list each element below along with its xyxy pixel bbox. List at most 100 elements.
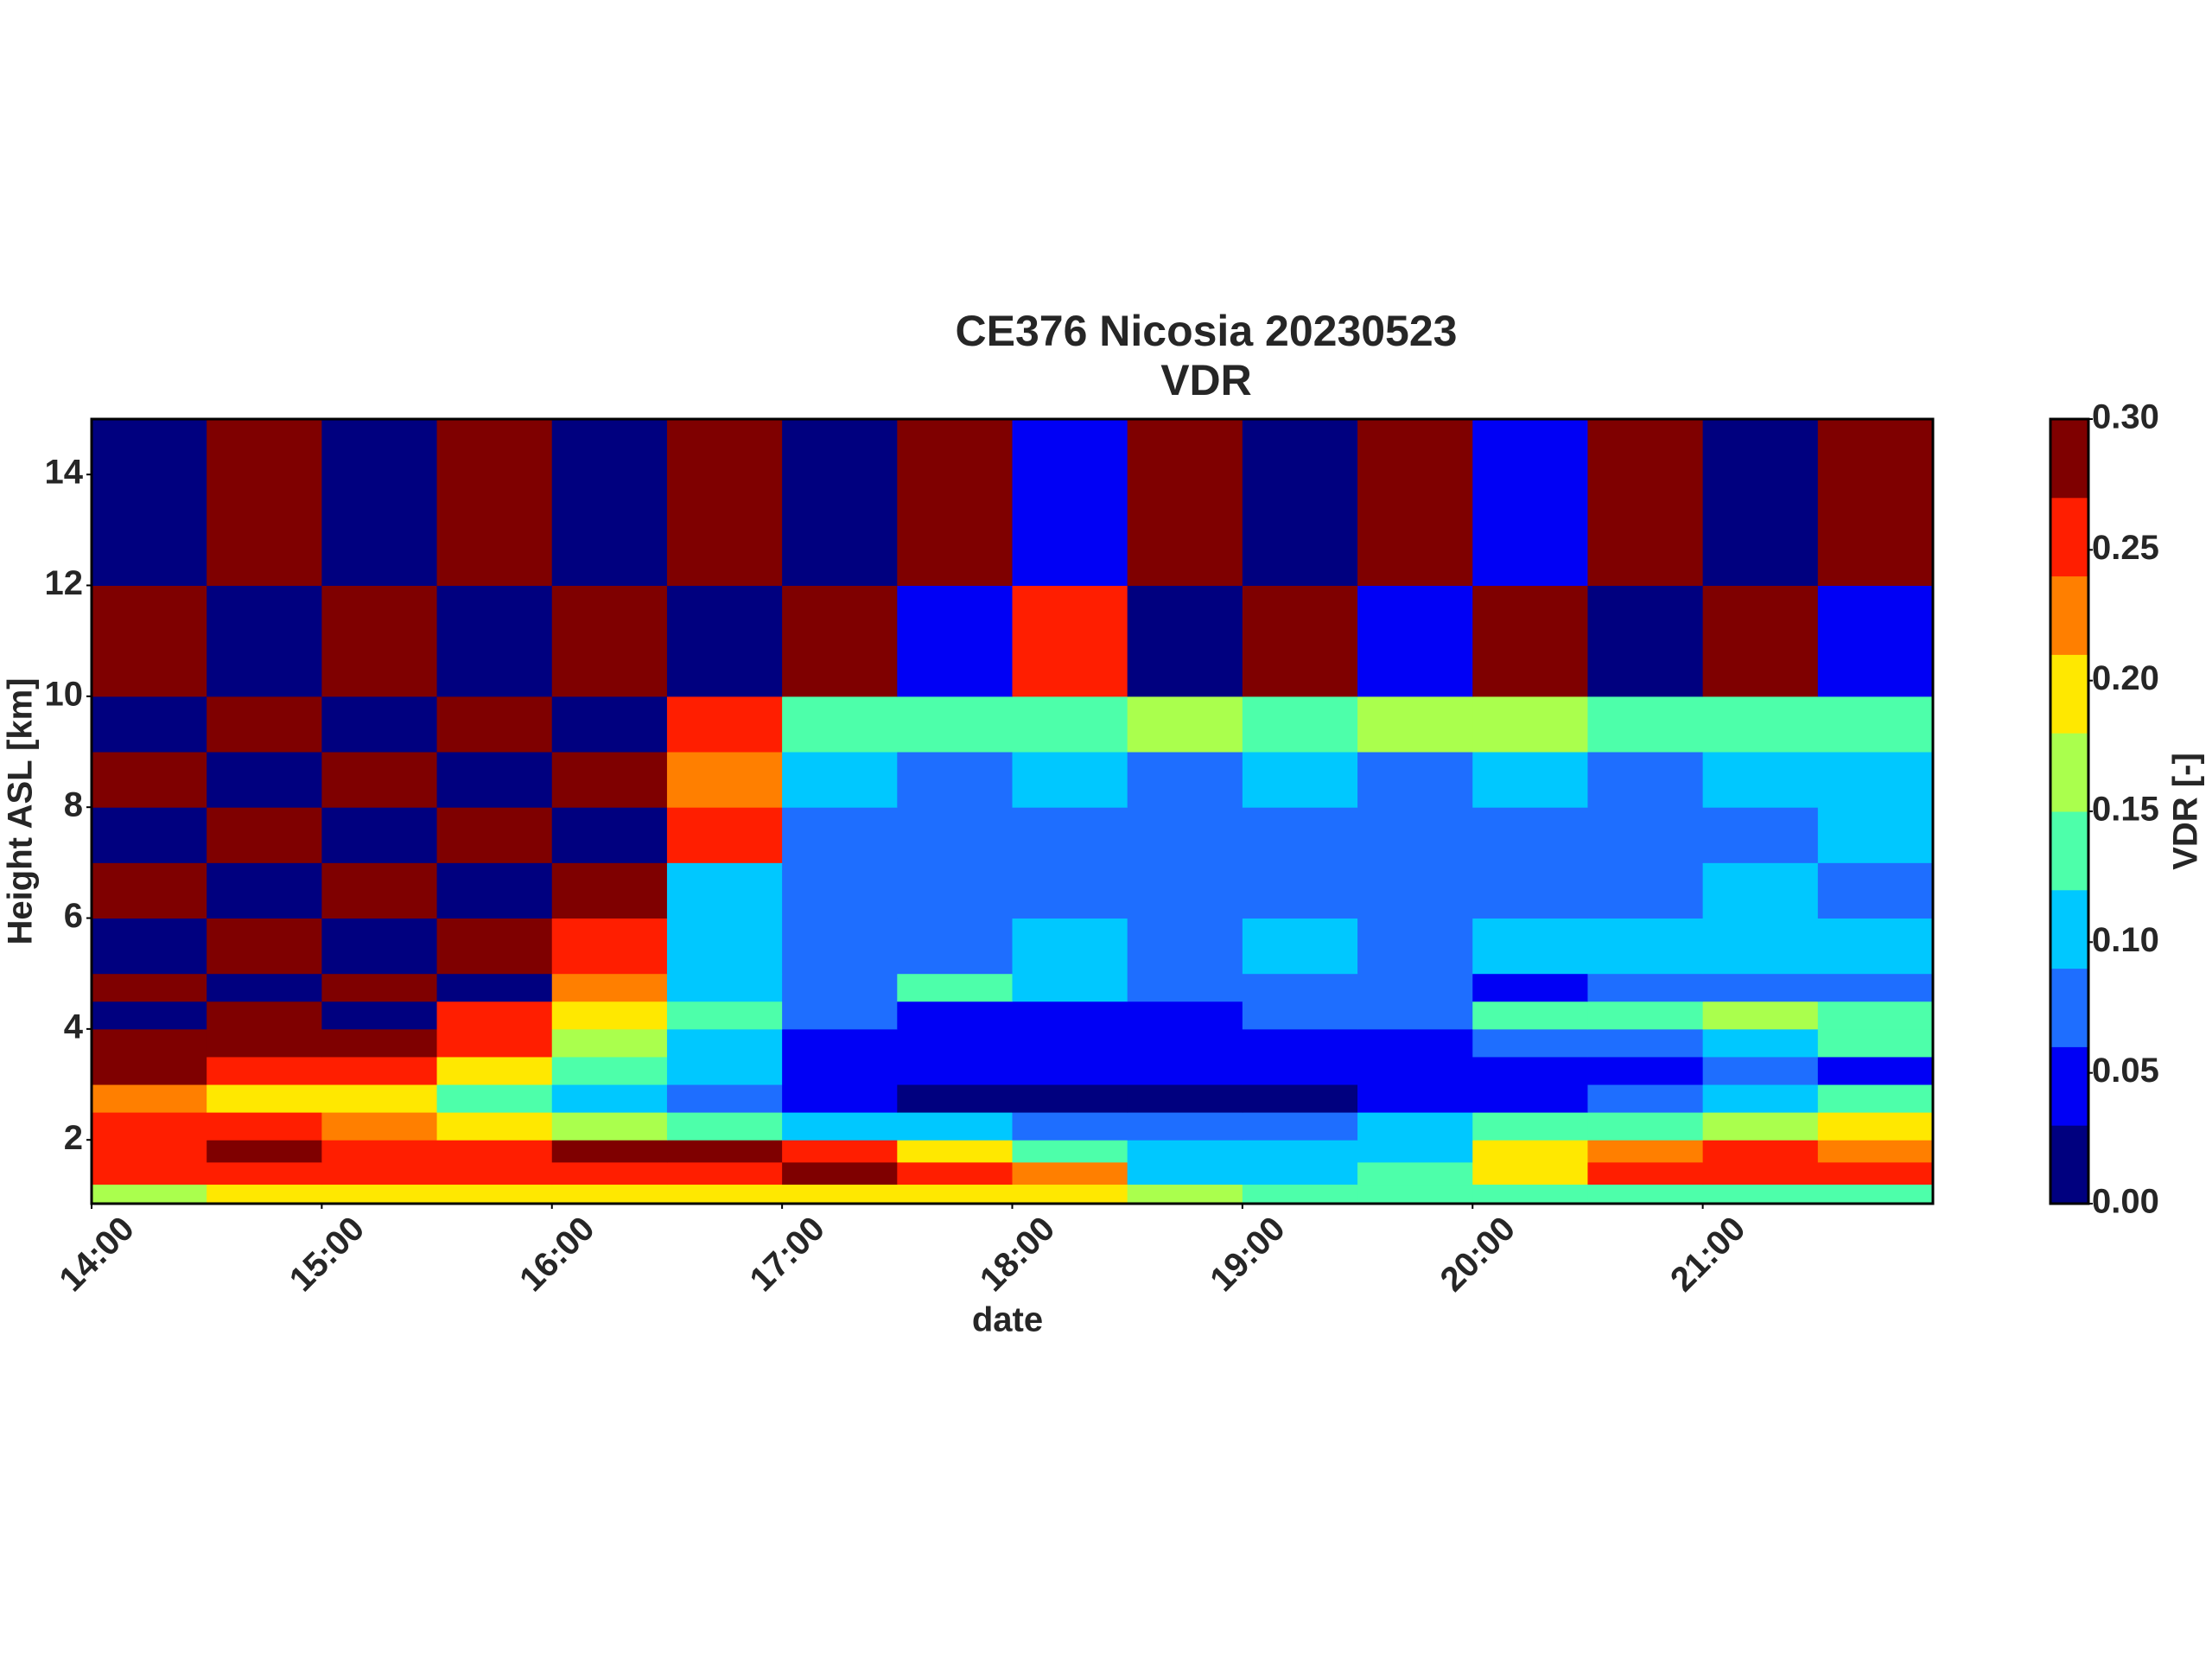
heatmap-cell: [1817, 973, 1934, 1002]
heatmap-cell: [1817, 1112, 1934, 1141]
heatmap-cell: [92, 862, 207, 919]
heatmap-cell: [436, 419, 553, 587]
heatmap-cell: [321, 1084, 438, 1113]
heatmap-cell: [1702, 1161, 1819, 1185]
colorbar-segment: [2050, 1046, 2088, 1126]
x-tick-label: 18:00: [973, 1210, 1062, 1299]
colorbar-tick-label: 0.00: [2092, 1183, 2159, 1221]
heatmap-cell: [1817, 1056, 1934, 1085]
heatmap-cell: [436, 1184, 553, 1205]
heatmap-cell: [1127, 1161, 1243, 1185]
heatmap-cell: [1242, 1140, 1358, 1163]
heatmap-cell: [1127, 1084, 1243, 1113]
heatmap-cell: [551, 419, 668, 587]
heatmap-cell: [207, 752, 322, 808]
heatmap-cell: [897, 807, 1013, 863]
y-tick-label: 2: [64, 1119, 83, 1157]
heatmap-cell: [1702, 696, 1819, 753]
heatmap-cell: [1242, 1161, 1358, 1185]
heatmap-cell: [666, 419, 783, 587]
heatmap-cell: [1817, 696, 1934, 753]
heatmap-cell: [897, 862, 1013, 919]
heatmap-cell: [782, 807, 898, 863]
colorbar-segment: [2050, 419, 2088, 499]
heatmap-cell: [1587, 1184, 1704, 1205]
heatmap-cell: [1817, 862, 1934, 919]
heatmap-cell: [1127, 1001, 1243, 1030]
heatmap-cell: [551, 1084, 668, 1113]
heatmap-cell: [1357, 1084, 1473, 1113]
heatmap-cell: [436, 807, 553, 863]
heatmap-cell: [1587, 807, 1704, 863]
heatmap-cell: [1702, 419, 1819, 587]
heatmap-cell: [782, 696, 898, 753]
heatmap-cell: [1587, 696, 1704, 753]
heatmap-cell: [1472, 1112, 1588, 1141]
heatmap-cell: [207, 862, 322, 919]
x-tick-label: 14:00: [52, 1210, 141, 1299]
heatmap-cell: [1702, 807, 1819, 863]
heatmap-cell: [782, 973, 898, 1002]
colorbar-tick-label: 0.20: [2092, 659, 2159, 697]
heatmap-cell: [1012, 973, 1128, 1002]
heatmap-cell: [782, 1056, 898, 1085]
heatmap-cell: [666, 1084, 783, 1113]
heatmap-cell: [1817, 918, 1934, 975]
heatmap-cell: [1012, 585, 1128, 697]
heatmap-cell: [782, 1140, 898, 1163]
heatmap-cell: [1702, 1140, 1819, 1163]
y-tick-label: 8: [64, 786, 83, 824]
heatmap-cell: [1127, 752, 1243, 808]
heatmap-cell: [897, 1184, 1013, 1205]
heatmap-cell: [1357, 1056, 1473, 1085]
heatmap-cell: [436, 1084, 553, 1113]
heatmap-cell: [1012, 807, 1128, 863]
heatmap-cell: [1357, 1161, 1473, 1185]
heatmap-cell: [1702, 1084, 1819, 1113]
heatmap-cell: [1357, 585, 1473, 697]
colorbar-segment: [2050, 497, 2088, 577]
heatmap-cell: [1357, 1001, 1473, 1030]
heatmap-cell: [1702, 1028, 1819, 1058]
heatmap-cell: [1472, 1184, 1588, 1205]
heatmap-cell: [436, 862, 553, 919]
x-tick-label: 19:00: [1203, 1210, 1292, 1299]
heatmap-cell: [1587, 918, 1704, 975]
heatmap-cell: [1702, 918, 1819, 975]
heatmap-cell: [666, 1161, 783, 1185]
heatmap-cell: [1127, 807, 1243, 863]
heatmap-cell: [1242, 585, 1358, 697]
heatmap-cell: [1587, 1112, 1704, 1141]
heatmap-cell: [1242, 862, 1358, 919]
heatmap-cell: [897, 1028, 1013, 1058]
heatmap-cell: [1472, 419, 1588, 587]
heatmap-cell: [92, 1084, 207, 1113]
heatmap-cell: [1127, 918, 1243, 975]
heatmap-cell: [1472, 807, 1588, 863]
heatmap-cell: [436, 918, 553, 975]
heatmap-cell: [666, 862, 783, 919]
heatmap-cell: [1357, 696, 1473, 753]
heatmap-cell: [1587, 1001, 1704, 1030]
heatmap-cell: [1127, 585, 1243, 697]
heatmap-cell: [666, 1056, 783, 1085]
heatmap-cell: [897, 1001, 1013, 1030]
heatmap-cell: [1817, 1001, 1934, 1030]
heatmap-cell: [1242, 1112, 1358, 1141]
heatmap-cell: [1242, 1001, 1358, 1030]
heatmap-cell: [1817, 419, 1934, 587]
heatmap-cell: [551, 696, 668, 753]
heatmap-cell: [1472, 1056, 1588, 1085]
heatmap-cell: [1587, 585, 1704, 697]
heatmap-cell: [1702, 1112, 1819, 1141]
heatmap-cell: [1587, 1161, 1704, 1185]
heatmap-cell: [1357, 419, 1473, 587]
heatmap-cell: [321, 1184, 438, 1205]
heatmap-cell: [1587, 1056, 1704, 1085]
heatmap-cell: [1357, 973, 1473, 1002]
heatmap-cell: [1242, 1184, 1358, 1205]
heatmap-cell: [207, 1140, 322, 1163]
heatmap-cell: [321, 1112, 438, 1141]
heatmap-cell: [207, 1001, 322, 1030]
heatmap-cell: [1472, 1161, 1588, 1185]
